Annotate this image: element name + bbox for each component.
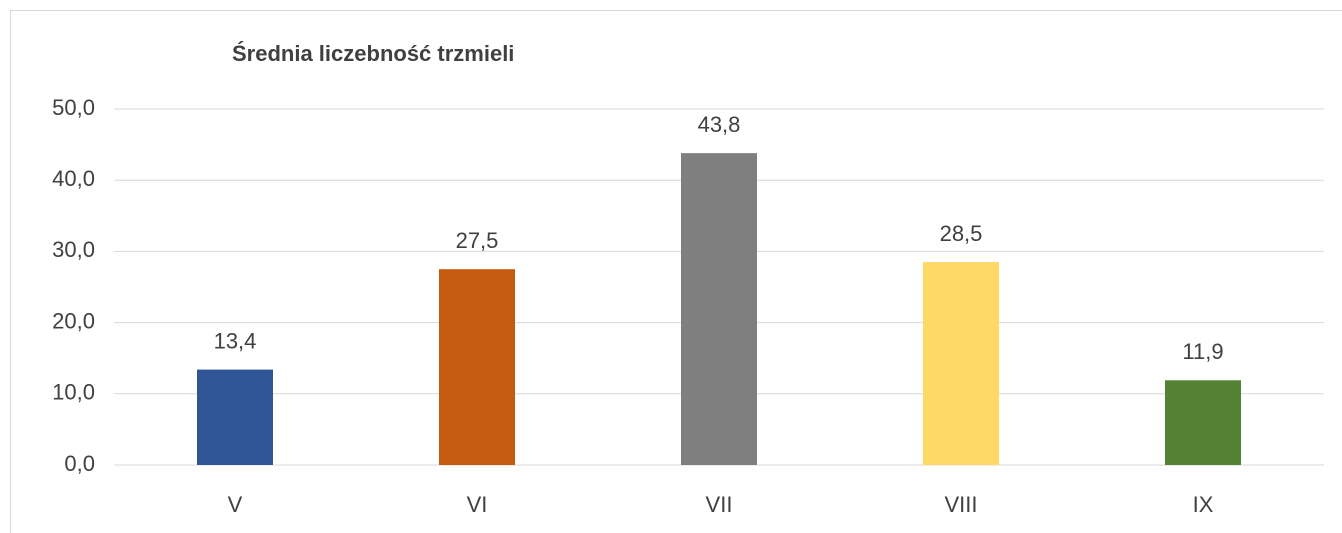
x-tick-label: VII	[706, 492, 733, 517]
x-tick-label: IX	[1193, 492, 1214, 517]
bar	[923, 262, 999, 465]
y-tick-label: 20,0	[52, 308, 95, 333]
bar	[681, 153, 757, 466]
chart-title: Średnia liczebność trzmieli	[232, 41, 514, 66]
data-label: 43,8	[698, 112, 741, 137]
x-tick-label: V	[228, 492, 243, 517]
y-tick-label: 50,0	[52, 95, 95, 120]
bar	[439, 269, 515, 465]
data-label: 11,9	[1182, 339, 1223, 364]
y-tick-label: 10,0	[52, 380, 95, 405]
y-tick-label: 40,0	[52, 166, 95, 191]
y-tick-label: 30,0	[52, 237, 95, 262]
x-tick-label: VI	[467, 492, 488, 517]
data-label: 28,5	[940, 221, 983, 246]
bar	[1165, 380, 1241, 465]
bar	[197, 369, 273, 465]
data-label: 13,4	[214, 328, 257, 353]
x-tick-label: VIII	[944, 492, 977, 517]
y-tick-label: 0,0	[64, 451, 95, 476]
data-label: 27,5	[456, 228, 499, 253]
